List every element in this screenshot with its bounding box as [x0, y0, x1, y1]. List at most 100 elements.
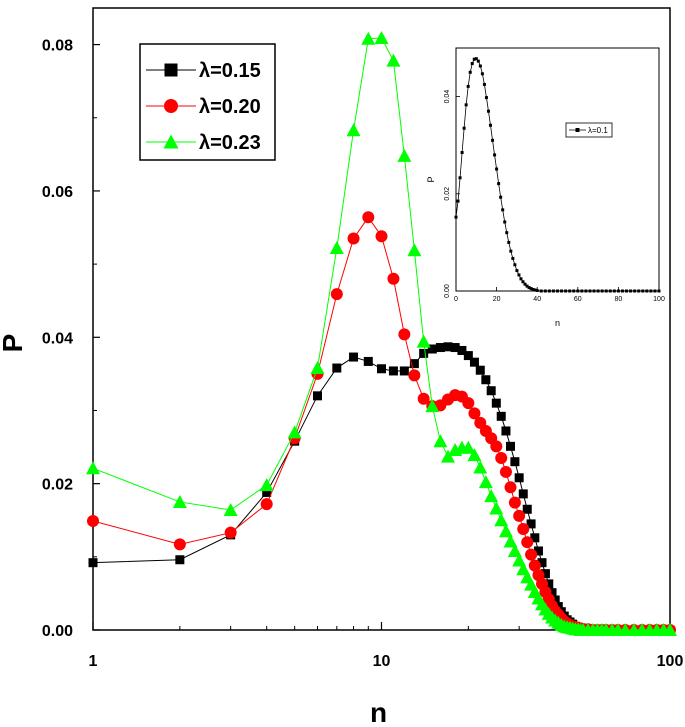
data-point	[461, 440, 476, 454]
data-point	[522, 504, 532, 514]
inset-data-point	[484, 96, 488, 100]
data-point	[425, 399, 440, 413]
data-point	[490, 440, 503, 453]
data-point	[262, 487, 272, 497]
inset-x-tick-label: 0	[454, 296, 458, 303]
data-point	[512, 553, 527, 567]
inset-x-tick-label: 80	[615, 296, 623, 303]
data-point	[408, 369, 421, 382]
inset-data-point	[472, 57, 476, 61]
data-point	[457, 345, 467, 355]
inset-data-point	[462, 126, 466, 130]
data-point	[514, 473, 524, 483]
data-point	[388, 366, 398, 376]
y-axis-title: P	[0, 334, 28, 353]
data-point	[88, 558, 98, 568]
data-point	[463, 351, 473, 361]
inset-data-point	[476, 59, 480, 63]
x-axis-title: n	[370, 697, 387, 727]
data-point	[398, 328, 411, 341]
data-point	[478, 475, 493, 489]
data-point	[329, 241, 344, 255]
inset-data-point	[576, 289, 580, 293]
inset-series-0	[454, 57, 661, 293]
inset-data-point	[486, 109, 490, 113]
data-point	[172, 494, 187, 508]
data-point	[427, 344, 437, 354]
inset-data-point	[507, 240, 511, 244]
inset-data-point	[531, 288, 535, 292]
data-point	[173, 538, 186, 551]
data-point	[399, 366, 409, 376]
data-point	[501, 426, 511, 436]
data-point	[175, 555, 185, 565]
x-tick-label: 1	[89, 653, 98, 670]
inset-x-axis-title: n	[555, 318, 560, 328]
legend-label: λ=0.20	[199, 96, 261, 118]
inset-data-point	[604, 289, 608, 293]
inset-legend-marker	[575, 128, 580, 132]
data-point	[349, 352, 359, 362]
data-point	[525, 548, 538, 561]
inset-data-point	[608, 289, 612, 293]
data-point	[481, 375, 491, 385]
inset-data-point	[519, 277, 523, 281]
inset-data-point	[641, 289, 645, 293]
data-point	[287, 425, 302, 439]
data-point	[409, 359, 419, 369]
inset-data-point	[497, 182, 501, 186]
data-point	[259, 478, 274, 492]
inset-data-point	[527, 286, 531, 290]
inset-data-point	[588, 289, 592, 293]
inset-data-point	[501, 208, 505, 212]
data-point	[517, 523, 530, 536]
data-point	[528, 559, 541, 572]
data-point	[419, 348, 429, 358]
data-point	[467, 448, 482, 462]
inset-data-point	[454, 215, 458, 219]
inset-x-tick-label: 100	[653, 296, 665, 303]
data-point	[537, 558, 547, 568]
inset-data-point	[596, 289, 600, 293]
data-point	[440, 449, 455, 463]
data-point	[544, 579, 554, 589]
x-tick-label: 100	[657, 653, 684, 670]
data-point	[310, 361, 325, 375]
data-point	[386, 53, 401, 67]
inset-data-point	[560, 289, 564, 293]
inset-data-point	[572, 289, 576, 293]
data-point	[374, 31, 389, 45]
data-point	[540, 569, 550, 579]
inset-x-tick-label: 40	[533, 296, 541, 303]
data-point	[363, 356, 373, 366]
inset-data-point	[616, 289, 620, 293]
data-point	[462, 397, 475, 410]
data-point	[387, 272, 400, 285]
inset-legend-box	[565, 122, 613, 138]
inset-data-point	[466, 84, 470, 88]
inset-data-point	[480, 72, 484, 76]
data-point	[486, 386, 496, 396]
inset-data-point	[535, 289, 539, 293]
data-point	[506, 441, 516, 451]
inset-data-point	[503, 220, 507, 224]
data-point	[547, 588, 557, 598]
inset-data-point	[543, 289, 547, 293]
data-point	[312, 391, 322, 401]
data-point	[416, 334, 431, 348]
data-point	[510, 457, 520, 467]
inset-legend: λ=0.1	[565, 122, 613, 138]
inset-data-point	[592, 289, 596, 293]
inset-legend-label: λ=0.1	[588, 126, 608, 135]
series-2	[86, 31, 677, 636]
data-point	[484, 489, 499, 503]
data-point	[377, 364, 386, 374]
data-point	[469, 357, 479, 367]
legend-label: λ=0.23	[199, 132, 261, 154]
y-tick-label: 0.08	[42, 38, 73, 55]
inset-x-tick-label: 20	[493, 296, 501, 303]
inset-data-point	[584, 289, 588, 293]
inset-data-point	[495, 167, 499, 171]
data-point	[508, 496, 521, 509]
legend-label: λ=0.15	[199, 60, 261, 82]
